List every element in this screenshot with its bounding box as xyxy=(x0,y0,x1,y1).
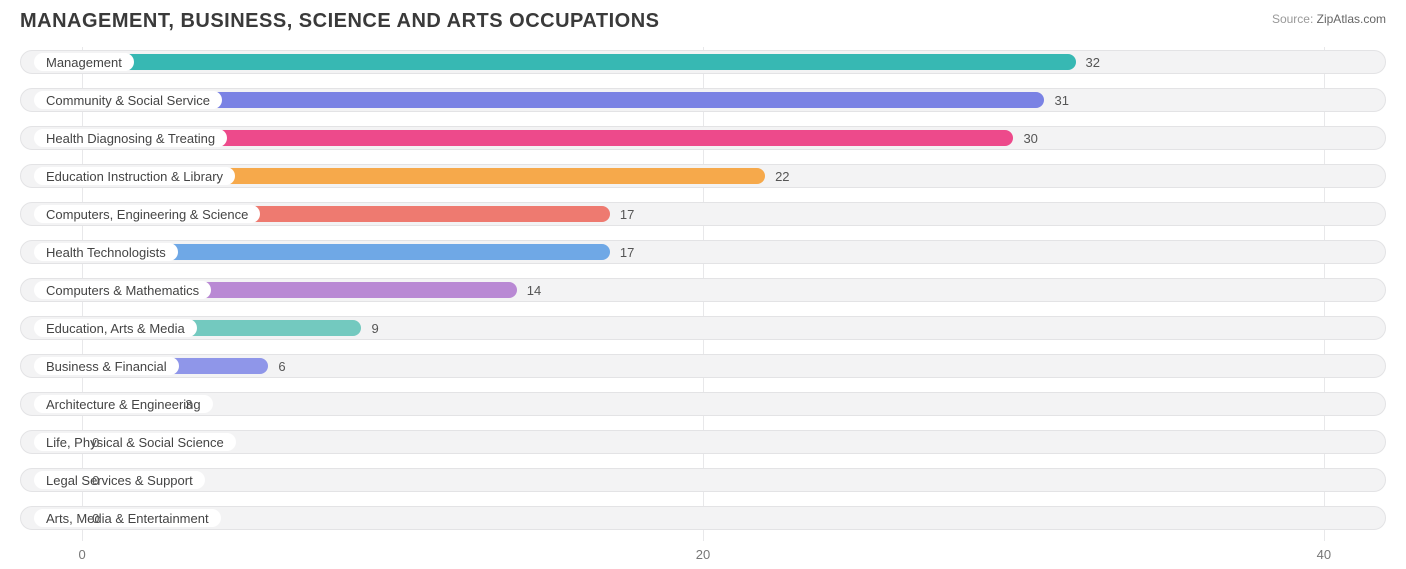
bar-track xyxy=(20,506,1386,530)
value-label: 0 xyxy=(92,503,99,533)
value-label: 14 xyxy=(527,275,541,305)
chart-area: Management32Community & Social Service31… xyxy=(0,41,1406,569)
header: MANAGEMENT, BUSINESS, SCIENCE AND ARTS O… xyxy=(0,0,1406,41)
bar-row: Education Instruction & Library 22 xyxy=(20,161,1386,191)
bar-row: Health Technologists 17 xyxy=(20,237,1386,267)
value-label: 0 xyxy=(92,427,99,457)
bar-row: Community & Social Service 31 xyxy=(20,85,1386,115)
category-label: Legal Services & Support xyxy=(34,471,205,489)
value-label: 32 xyxy=(1086,47,1100,77)
category-label: Education Instruction & Library xyxy=(34,167,235,185)
value-label: 22 xyxy=(775,161,789,191)
category-label: Business & Financial xyxy=(34,357,179,375)
bar-row: Computers & Mathematics 14 xyxy=(20,275,1386,305)
value-label: 17 xyxy=(620,237,634,267)
category-label: Computers & Mathematics xyxy=(34,281,211,299)
x-axis: 0 20 40 xyxy=(20,541,1386,569)
bar-row: Life, Physical & Social Science0 xyxy=(20,427,1386,457)
value-label: 0 xyxy=(92,465,99,495)
x-tick-label: 20 xyxy=(696,547,710,562)
x-tick-label: 40 xyxy=(1317,547,1331,562)
source-attribution: Source: ZipAtlas.com xyxy=(1272,10,1386,26)
category-label: Health Technologists xyxy=(34,243,178,261)
category-label: Life, Physical & Social Science xyxy=(34,433,236,451)
bar-track xyxy=(20,468,1386,492)
value-label: 31 xyxy=(1055,85,1069,115)
bars-container: Management32Community & Social Service31… xyxy=(20,47,1386,533)
value-label: 9 xyxy=(372,313,379,343)
bar-row: Management 32 xyxy=(20,47,1386,77)
chart-title: MANAGEMENT, BUSINESS, SCIENCE AND ARTS O… xyxy=(20,10,659,33)
bar-row: Business & Financial 6 xyxy=(20,351,1386,381)
bar xyxy=(36,54,1076,70)
category-label: Arts, Media & Entertainment xyxy=(34,509,221,527)
bar-row: Arts, Media & Entertainment0 xyxy=(20,503,1386,533)
category-label: Health Diagnosing & Treating xyxy=(34,129,227,147)
category-label: Community & Social Service xyxy=(34,91,222,109)
category-label: Management xyxy=(34,53,134,71)
value-label: 6 xyxy=(278,351,285,381)
bar-row: Computers, Engineering & Science 17 xyxy=(20,199,1386,229)
bar-row: Health Diagnosing & Treating 30 xyxy=(20,123,1386,153)
value-label: 30 xyxy=(1023,123,1037,153)
bar-row: Legal Services & Support0 xyxy=(20,465,1386,495)
bar-row: Architecture & Engineering3 xyxy=(20,389,1386,419)
category-label: Computers, Engineering & Science xyxy=(34,205,260,223)
value-label: 17 xyxy=(620,199,634,229)
value-label: 3 xyxy=(185,389,192,419)
source-label: Source: xyxy=(1272,12,1313,26)
bar-row: Education, Arts & Media 9 xyxy=(20,313,1386,343)
bar-track xyxy=(20,392,1386,416)
source-site: ZipAtlas.com xyxy=(1317,12,1386,26)
x-tick-label: 0 xyxy=(78,547,85,562)
category-label: Education, Arts & Media xyxy=(34,319,197,337)
